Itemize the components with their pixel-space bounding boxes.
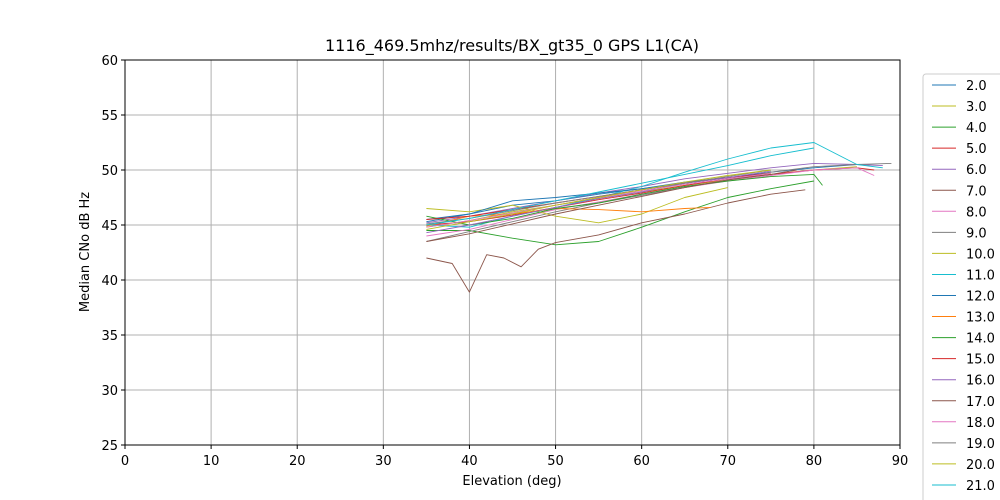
legend-item: 20.0 xyxy=(932,458,995,473)
plot-frame xyxy=(124,59,901,446)
x-tick-label: 20 xyxy=(289,454,306,469)
series-lines xyxy=(426,142,892,293)
legend-item: 14.0 xyxy=(932,332,995,347)
y-axis-label: Median CNo dB Hz xyxy=(78,192,93,312)
x-tick-label: 30 xyxy=(375,454,392,469)
series-line-17.0 xyxy=(426,169,797,242)
x-tick-label: 40 xyxy=(461,454,478,469)
x-tick-label: 80 xyxy=(806,454,823,469)
legend-label: 4.0 xyxy=(966,121,987,136)
series-line-7.0 xyxy=(426,189,806,293)
legend-item: 4.0 xyxy=(932,121,987,136)
legend-label: 20.0 xyxy=(966,458,995,473)
legend: 2.0 3.0 4.0 5.0 6.0 7.0 8.0 9.0 10.0 11.0 12.0 13.0… xyxy=(922,73,1000,500)
x-tick-label: 90 xyxy=(892,454,909,469)
legend-label: 5.0 xyxy=(966,142,987,157)
chart-title: 1116_469.5mhz/results/BX_gt35_0 GPS L1(C… xyxy=(325,36,699,56)
legend-item: 17.0 xyxy=(932,395,995,410)
legend-label: 19.0 xyxy=(966,437,995,452)
legend-label: 8.0 xyxy=(966,205,987,220)
legend-label: 10.0 xyxy=(966,247,995,262)
series-line-20.0 xyxy=(426,169,771,230)
series-line-14.0 xyxy=(426,173,823,226)
legend-label: 2.0 xyxy=(966,79,987,94)
legend-item: 5.0 xyxy=(932,142,987,157)
x-axis-label: Elevation (deg) xyxy=(462,474,561,489)
legend-label: 13.0 xyxy=(966,311,995,326)
x-axis: 0 10 20 30 40 50 60 70 80 90 xyxy=(121,445,908,469)
series-line-9.0 xyxy=(426,162,892,242)
legend-label: 18.0 xyxy=(966,416,995,431)
legend-label: 21.0 xyxy=(966,479,995,494)
y-tick-label: 30 xyxy=(101,384,118,399)
y-tick-label: 60 xyxy=(101,54,118,69)
legend-item: 19.0 xyxy=(932,437,995,452)
x-tick-label: 0 xyxy=(121,454,129,469)
legend-item: 6.0 xyxy=(932,163,987,178)
x-tick-label: 70 xyxy=(720,454,737,469)
legend-item: 21.0 xyxy=(932,479,995,494)
legend-item: 3.0 xyxy=(932,100,987,115)
y-tick-label: 50 xyxy=(101,164,118,179)
legend-label: 14.0 xyxy=(966,332,995,347)
legend-label: 12.0 xyxy=(966,290,995,305)
legend-label: 7.0 xyxy=(966,184,987,199)
legend-item: 7.0 xyxy=(932,184,987,199)
legend-label: 17.0 xyxy=(966,395,995,410)
x-tick-label: 50 xyxy=(547,454,564,469)
series-line-16.0 xyxy=(426,170,771,234)
legend-item: 18.0 xyxy=(932,416,995,431)
y-tick-label: 35 xyxy=(101,329,118,344)
y-axis: 25 30 35 40 45 50 55 60 xyxy=(101,54,125,454)
series-line-6.0 xyxy=(426,162,883,224)
series-line-4.0 xyxy=(426,180,814,246)
legend-item: 10.0 xyxy=(932,247,995,262)
legend-label: 15.0 xyxy=(966,353,995,368)
series-line-8.0 xyxy=(426,167,875,237)
y-tick-label: 45 xyxy=(101,219,118,234)
y-tick-label: 55 xyxy=(101,109,118,124)
legend-item: 11.0 xyxy=(932,268,995,283)
grid xyxy=(124,59,901,446)
legend-label: 3.0 xyxy=(966,100,987,115)
x-tick-label: 60 xyxy=(633,454,650,469)
legend-item: 8.0 xyxy=(932,205,987,220)
x-tick-label: 10 xyxy=(203,454,220,469)
series-line-21.0 xyxy=(426,147,814,226)
series-line-10.0 xyxy=(426,187,728,224)
legend-item: 2.0 xyxy=(932,79,987,94)
legend-item: 12.0 xyxy=(932,290,995,305)
legend-frame xyxy=(922,73,1000,500)
legend-label: 11.0 xyxy=(966,268,995,283)
legend-item: 9.0 xyxy=(932,226,987,241)
y-tick-label: 40 xyxy=(101,274,118,289)
legend-label: 9.0 xyxy=(966,226,987,241)
series-line-13.0 xyxy=(426,206,711,227)
legend-item: 15.0 xyxy=(932,353,995,368)
legend-label: 6.0 xyxy=(966,163,987,178)
y-tick-label: 25 xyxy=(101,439,118,454)
legend-item: 16.0 xyxy=(932,374,995,389)
legend-item: 13.0 xyxy=(932,311,995,326)
legend-label: 16.0 xyxy=(966,374,995,389)
